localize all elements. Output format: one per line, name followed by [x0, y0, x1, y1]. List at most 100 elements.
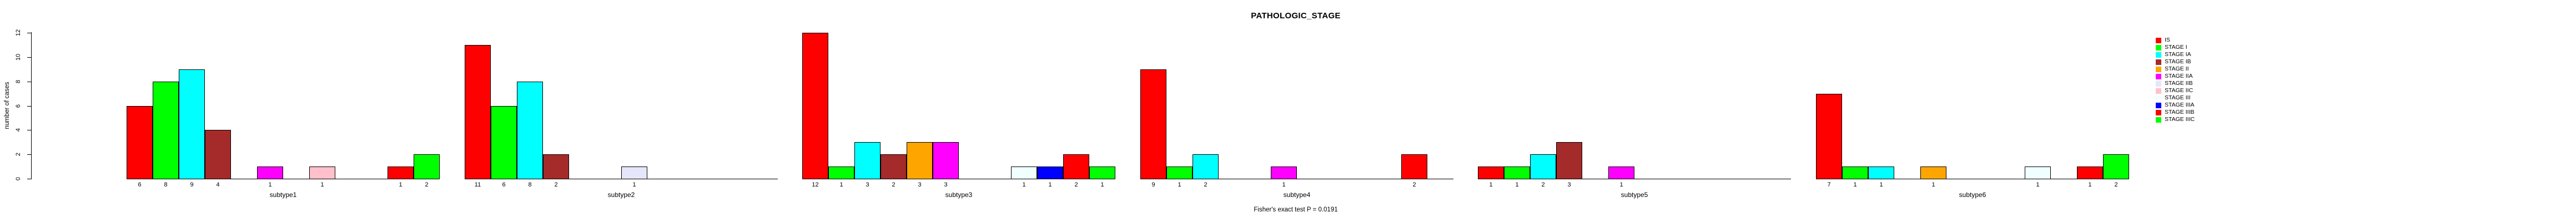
bar-subtype4-is: [1140, 69, 1166, 179]
legend-label-stage-iiib: STAGE IIIB: [2165, 109, 2195, 115]
legend-swatch-stage-ii: [2156, 67, 2161, 72]
legend-swatch-stage-iiib: [2156, 110, 2161, 115]
panel-label-subtype3: subtype3: [945, 191, 973, 199]
bar-subtype2-stage-i: [491, 106, 517, 179]
y-tick-mark-10: [27, 57, 31, 58]
bar-count-subtype1-stage-iiib: 1: [399, 181, 402, 188]
legend-swatch-stage-iib: [2156, 81, 2161, 87]
bar-subtype4-stage-ia: [1193, 154, 1219, 179]
bar-subtype3-stage-i: [828, 167, 854, 179]
legend-swatch-stage-iia: [2156, 74, 2161, 79]
legend-swatch-stage-ib: [2156, 59, 2161, 65]
legend-label-is: IS: [2165, 37, 2170, 43]
y-tick-label-6: 6: [15, 104, 22, 108]
bar-subtype4-stage-iia: [1271, 167, 1297, 179]
bar-count-subtype6-stage-iii: 1: [2036, 181, 2040, 188]
bar-count-subtype3-stage-ii: 3: [918, 181, 922, 188]
y-axis-title: number of cases: [4, 82, 11, 129]
bar-subtype3-stage-ii: [907, 142, 933, 179]
panel-label-subtype6: subtype6: [1959, 191, 1986, 199]
bar-count-subtype3-stage-ia: 3: [866, 181, 869, 188]
panel-label-subtype5: subtype5: [1621, 191, 1648, 199]
bar-subtype3-stage-iiic: [1089, 167, 1115, 179]
legend-label-stage-iiia: STAGE IIIA: [2165, 102, 2195, 108]
legend-label-stage-ia: STAGE IA: [2165, 51, 2191, 58]
bar-count-subtype2-stage-ib: 2: [554, 181, 558, 188]
bar-subtype4-stage-iiib: [1401, 154, 1427, 179]
bar-count-subtype6-stage-i: 1: [1853, 181, 1857, 188]
legend-label-stage-iiic: STAGE IIIC: [2165, 116, 2195, 123]
bar-count-subtype3-is: 12: [812, 181, 819, 188]
bar-count-subtype6-stage-iiic: 2: [2114, 181, 2118, 188]
bar-count-subtype1-stage-ia: 9: [190, 181, 194, 188]
bar-count-subtype5-is: 1: [1489, 181, 1493, 188]
y-tick-mark-2: [27, 154, 31, 155]
bar-count-subtype2-stage-iib: 1: [632, 181, 636, 188]
bar-subtype2-stage-ib: [543, 154, 569, 179]
bar-subtype6-stage-i: [1842, 167, 1868, 179]
bar-subtype1-stage-iiic: [414, 154, 440, 179]
panel-label-subtype1: subtype1: [269, 191, 297, 199]
bar-count-subtype3-stage-iiib: 2: [1074, 181, 1078, 188]
y-tick-label-10: 10: [15, 53, 22, 61]
bar-count-subtype6-stage-ii: 1: [1931, 181, 1935, 188]
bar-count-subtype1-is: 6: [138, 181, 142, 188]
bar-subtype3-stage-ia: [854, 142, 881, 179]
bar-count-subtype1-stage-iia: 1: [268, 181, 272, 188]
bar-subtype1-stage-ia: [179, 69, 205, 179]
bar-count-subtype6-is: 7: [1827, 181, 1831, 188]
bar-count-subtype3-stage-i: 1: [839, 181, 843, 188]
bar-count-subtype2-stage-ia: 8: [528, 181, 532, 188]
legend-label-stage-i: STAGE I: [2165, 44, 2187, 51]
legend-swatch-stage-iiic: [2156, 117, 2161, 123]
bar-subtype3-stage-iiia: [1037, 167, 1063, 179]
legend-label-stage-iic: STAGE IIC: [2165, 87, 2193, 94]
bar-subtype2-stage-ia: [517, 82, 543, 179]
bar-subtype1-stage-iia: [257, 167, 283, 179]
y-tick-label-12: 12: [15, 29, 22, 37]
bar-count-subtype5-stage-i: 1: [1515, 181, 1519, 188]
bar-subtype1-stage-iic: [309, 167, 335, 179]
legend-swatch-stage-iic: [2156, 88, 2161, 94]
bar-count-subtype5-stage-iia: 1: [1619, 181, 1623, 188]
bar-count-subtype4-stage-iia: 1: [1282, 181, 1286, 188]
legend-label-stage-ii: STAGE II: [2165, 65, 2189, 72]
legend-swatch-is: [2156, 38, 2161, 43]
bar-subtype2-is: [465, 45, 491, 179]
bar-subtype6-stage-ii: [1920, 167, 1946, 179]
bar-count-subtype1-stage-iic: 1: [320, 181, 324, 188]
bar-count-subtype3-stage-iia: 3: [944, 181, 948, 188]
bar-subtype6-is: [1816, 94, 1842, 179]
bar-subtype1-stage-i: [153, 82, 179, 179]
bar-subtype3-stage-iiib: [1063, 154, 1089, 179]
bar-count-subtype4-stage-i: 1: [1178, 181, 1181, 188]
bar-subtype6-stage-iii: [2025, 167, 2051, 179]
bar-subtype5-stage-i: [1504, 167, 1530, 179]
bar-subtype1-stage-iiib: [388, 167, 414, 179]
legend-swatch-stage-ia: [2156, 52, 2161, 58]
bar-subtype6-stage-iiic: [2103, 154, 2129, 179]
bar-count-subtype6-stage-iiib: 1: [2088, 181, 2092, 188]
panel-label-subtype4: subtype4: [1283, 191, 1311, 199]
bar-count-subtype4-stage-iiib: 2: [1412, 181, 1416, 188]
bar-subtype5-stage-ia: [1530, 154, 1556, 179]
legend-label-stage-iia: STAGE IIA: [2165, 73, 2193, 79]
bar-count-subtype3-stage-ib: 2: [892, 181, 895, 188]
y-tick-mark-6: [27, 106, 31, 107]
y-tick-label-8: 8: [15, 79, 22, 84]
bar-subtype3-stage-ib: [881, 154, 907, 179]
bar-count-subtype2-stage-i: 6: [502, 181, 506, 188]
bar-subtype1-is: [127, 106, 153, 179]
bar-count-subtype1-stage-i: 8: [164, 181, 168, 188]
legend-label-stage-iib: STAGE IIB: [2165, 80, 2193, 87]
bar-subtype2-stage-iib: [621, 167, 647, 179]
bar-subtype3-stage-iii: [1011, 167, 1037, 179]
y-tick-label-2: 2: [15, 152, 22, 157]
bar-count-subtype3-stage-iii: 1: [1022, 181, 1026, 188]
y-tick-label-4: 4: [15, 128, 22, 132]
bar-count-subtype6-stage-ia: 1: [1879, 181, 1883, 188]
bar-subtype5-is: [1478, 167, 1504, 179]
bar-count-subtype2-is: 11: [474, 181, 481, 188]
legend-swatch-stage-i: [2156, 45, 2161, 51]
